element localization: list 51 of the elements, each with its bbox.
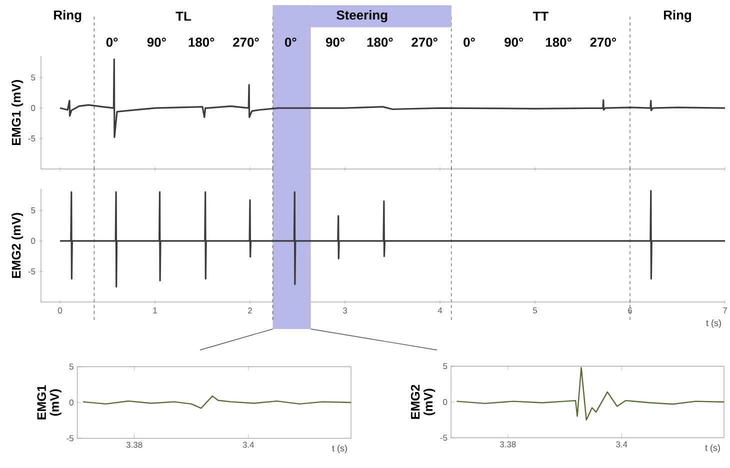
y-axis-title: EMG2 (mV) xyxy=(410,384,436,419)
y-tick-label: -5 xyxy=(28,136,36,142)
x-tick-label: 1 xyxy=(153,308,157,314)
text: TT xyxy=(532,12,548,21)
text: Ring xyxy=(664,10,692,22)
text: TL xyxy=(176,12,192,21)
y-tick-label: 0 xyxy=(69,400,74,406)
y-tick-label: 5 xyxy=(443,363,448,370)
y-tick-label: 5 xyxy=(31,207,36,214)
y-tick-label: -5 xyxy=(440,434,448,441)
text: 270° xyxy=(233,38,259,47)
line-series xyxy=(456,367,725,421)
y-tick-label: 0 xyxy=(443,399,448,405)
text: 180° xyxy=(188,38,214,47)
text: 0° xyxy=(284,38,296,47)
y-tick-label: 5 xyxy=(31,74,36,80)
text: 180° xyxy=(367,38,393,47)
y-tick-label: 0 xyxy=(31,105,36,112)
x-tick-label: 2 xyxy=(248,308,252,314)
x-tick-label: 6 xyxy=(628,308,632,314)
text: 0° xyxy=(464,38,475,47)
x-axis-title: t (s) xyxy=(706,320,721,328)
y-axis-title: EMG2 (mV) xyxy=(11,212,24,278)
y-axis-title: EMG1 (mV) xyxy=(37,385,62,420)
text: 270° xyxy=(590,38,616,47)
x-tick-label: 3.38 xyxy=(126,442,142,448)
text: 0° xyxy=(106,38,118,47)
y-tick-label: 5 xyxy=(69,364,74,370)
line-series xyxy=(82,395,352,409)
y-tick-label: 0 xyxy=(31,238,36,244)
text: 90° xyxy=(147,38,166,47)
x-tick-label: 5 xyxy=(532,308,538,314)
text: 90° xyxy=(326,38,345,47)
x-tick-label: 7 xyxy=(723,308,727,314)
x-tick-label: 3.38 xyxy=(500,441,516,448)
x-tick-label: 3.4 xyxy=(242,442,254,448)
x-tick-label: 0 xyxy=(58,308,62,314)
y-tick-label: -5 xyxy=(66,435,74,442)
x-axis-title: t (s) xyxy=(705,444,720,453)
x-axis-title: t (s) xyxy=(332,444,347,454)
text: Steering xyxy=(336,10,388,22)
line-series xyxy=(59,190,726,288)
y-tick-label: -5 xyxy=(28,268,36,274)
text: 180° xyxy=(546,38,572,47)
x-tick-label: 3 xyxy=(342,308,347,314)
x-tick-label: 4 xyxy=(438,308,442,314)
y-axis-title: EMG1 (mV) xyxy=(11,80,24,145)
x-tick-label: 3.4 xyxy=(616,441,628,448)
text: 90° xyxy=(504,38,524,47)
text: Ring xyxy=(54,10,82,22)
text: 270° xyxy=(412,38,438,47)
